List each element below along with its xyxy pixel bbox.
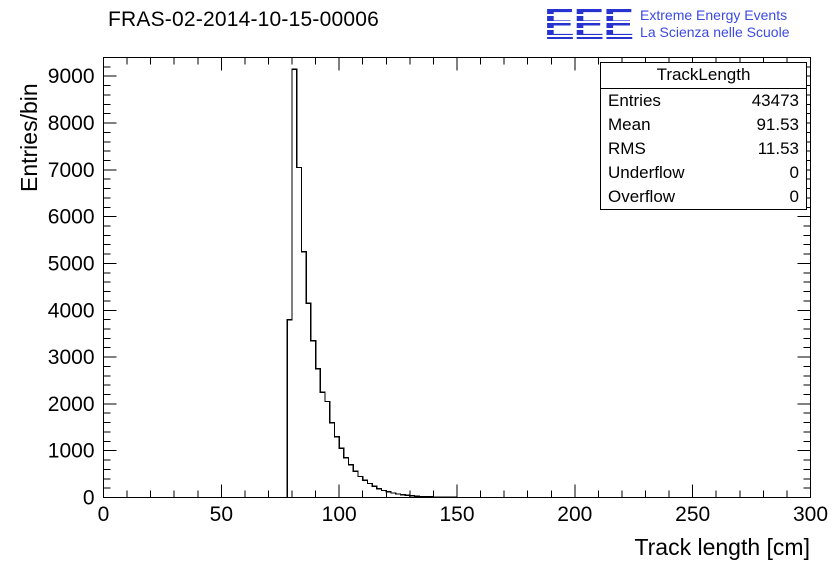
stats-row-entries: Entries 43473	[601, 89, 806, 113]
svg-text:200: 200	[557, 503, 592, 526]
stats-entries-label: Entries	[608, 91, 661, 110]
svg-text:7000: 7000	[48, 159, 95, 182]
svg-text:50: 50	[210, 503, 233, 526]
svg-text:9000: 9000	[48, 65, 95, 88]
stats-entries-value: 43473	[751, 91, 799, 110]
svg-text:1000: 1000	[48, 440, 95, 463]
stats-box-title: TrackLength	[601, 63, 806, 89]
stats-mean-value: 91.53	[756, 115, 799, 134]
svg-text:150: 150	[439, 503, 474, 526]
svg-text:250: 250	[675, 503, 710, 526]
svg-text:4000: 4000	[48, 299, 95, 322]
stats-row-underflow: Underflow 0	[601, 161, 806, 185]
axis-ticks	[103, 57, 811, 498]
svg-text:100: 100	[322, 503, 357, 526]
eee-logo-line1: Extreme Energy Events	[640, 7, 788, 23]
svg-text:3000: 3000	[48, 346, 95, 369]
stats-rms-label: RMS	[608, 139, 646, 158]
svg-text:6000: 6000	[48, 206, 95, 229]
x-axis-title: Track length [cm]	[634, 534, 810, 560]
stats-underflow-label: Underflow	[608, 163, 685, 182]
stats-row-mean: Mean 91.53	[601, 113, 806, 137]
svg-text:5000: 5000	[48, 252, 95, 275]
eee-logo: EEE Extreme Energy Events La Scienza nel…	[544, 0, 789, 49]
svg-text:8000: 8000	[48, 112, 95, 135]
eee-logo-tagline: Extreme Energy Events La Scienza nelle S…	[640, 2, 789, 41]
stats-mean-label: Mean	[608, 115, 651, 134]
stats-overflow-value: 0	[789, 187, 799, 206]
tick-labels: 0 50 100 150 200 250 3000100020003000400050006…	[48, 65, 828, 526]
svg-text:0: 0	[83, 487, 95, 510]
stats-underflow-value: 0	[789, 163, 799, 182]
stats-box: TrackLength Entries 43473 Mean 91.53 RMS…	[600, 62, 807, 210]
eee-logo-text: EEE	[544, 0, 634, 49]
svg-text:0: 0	[98, 503, 110, 526]
eee-logo-line2: La Scienza nelle Scuole	[640, 24, 790, 40]
svg-text:2000: 2000	[48, 393, 95, 416]
plot-title: FRAS-02-2014-10-15-00006	[108, 8, 379, 31]
stats-rms-value: 11.53	[757, 139, 799, 158]
stats-row-overflow: Overflow 0	[601, 185, 806, 209]
stats-row-rms: RMS 11.53	[601, 137, 806, 161]
y-axis-title: Entries/bin	[16, 83, 42, 192]
histogram-line	[286, 68, 476, 499]
svg-text:300: 300	[793, 503, 828, 526]
stats-overflow-label: Overflow	[608, 187, 676, 206]
